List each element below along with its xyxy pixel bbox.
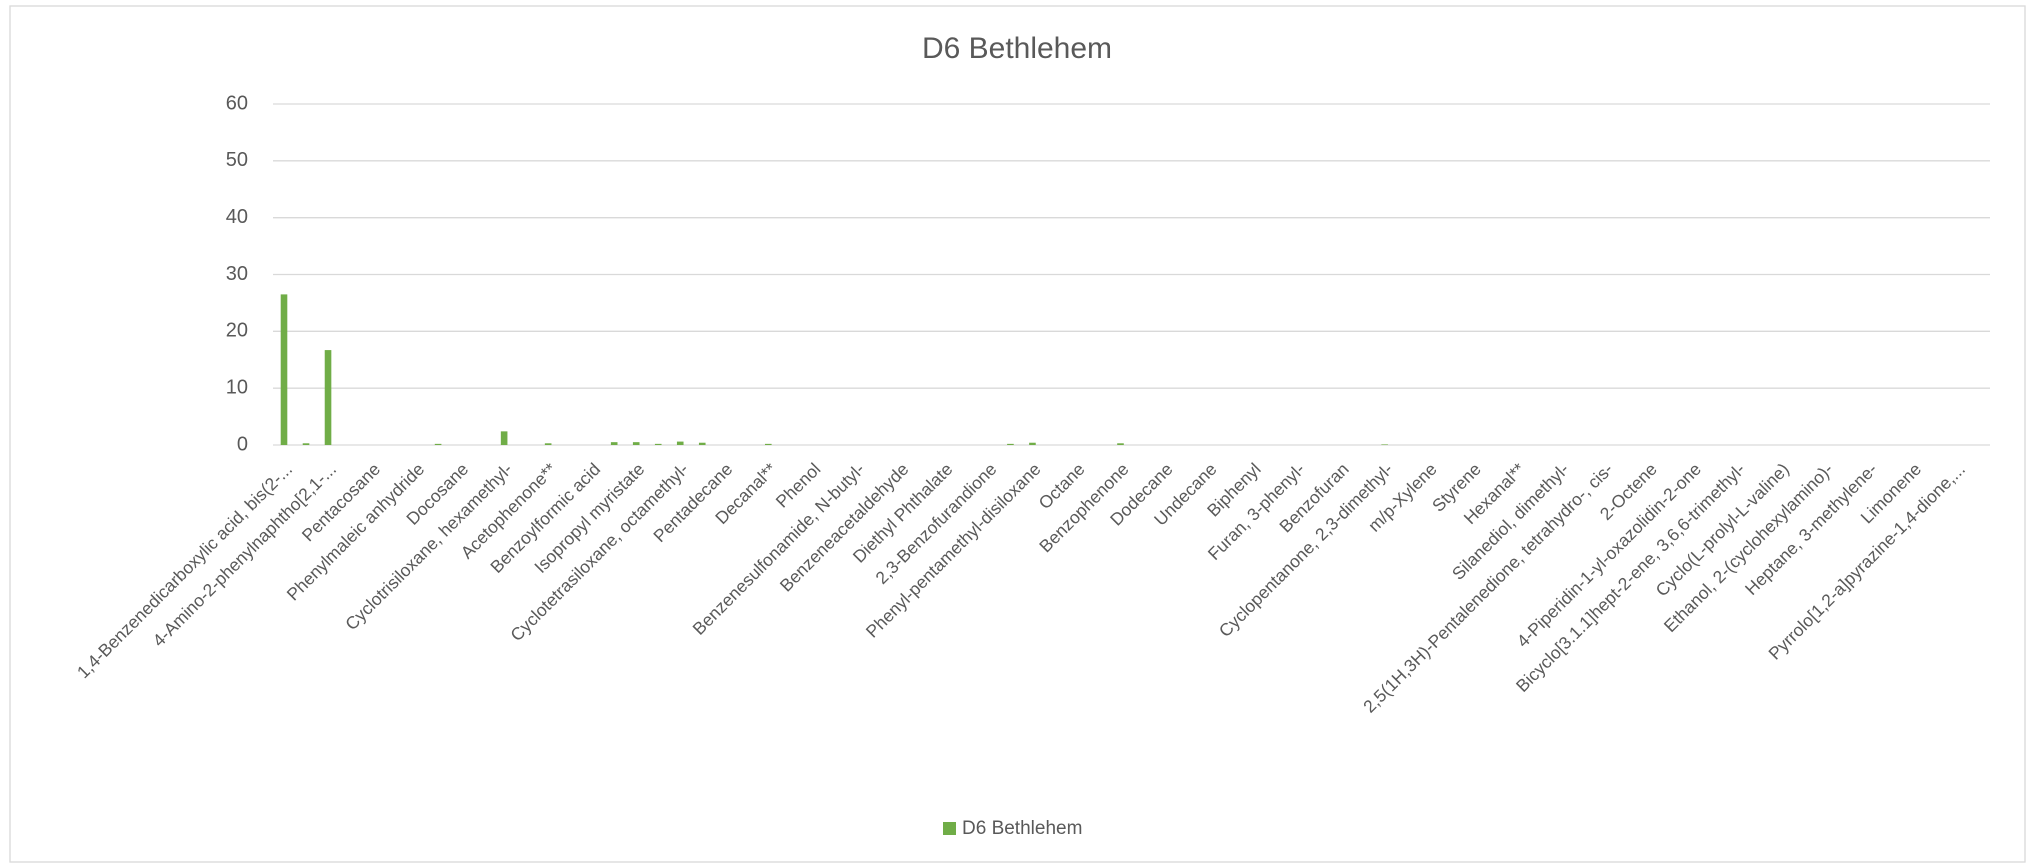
chart-title: D6 Bethlehem <box>922 32 1112 65</box>
y-tick-label: 0 <box>237 433 248 455</box>
bar <box>544 443 552 445</box>
y-tick-label: 10 <box>226 376 248 398</box>
bar <box>1029 442 1036 445</box>
bar <box>764 443 772 445</box>
bar <box>654 443 662 445</box>
chart-border <box>9 5 2026 863</box>
bar <box>632 442 640 445</box>
bar <box>1007 443 1014 445</box>
bar <box>434 443 442 445</box>
bar <box>676 441 684 445</box>
y-tick-label: 30 <box>226 263 248 285</box>
legend-label: D6 Bethlehem <box>962 818 1082 839</box>
bar <box>1381 444 1388 445</box>
y-tick-label: 60 <box>226 92 248 114</box>
bar <box>698 442 706 445</box>
bar <box>324 350 332 445</box>
y-tick-label: 20 <box>226 320 248 342</box>
bar <box>500 431 508 445</box>
y-tick-label: 40 <box>226 206 248 228</box>
bar <box>280 294 288 445</box>
bar <box>302 443 310 445</box>
y-tick-label: 50 <box>226 149 248 171</box>
bar <box>1117 443 1124 445</box>
legend-swatch <box>943 822 956 835</box>
bar <box>610 442 618 445</box>
